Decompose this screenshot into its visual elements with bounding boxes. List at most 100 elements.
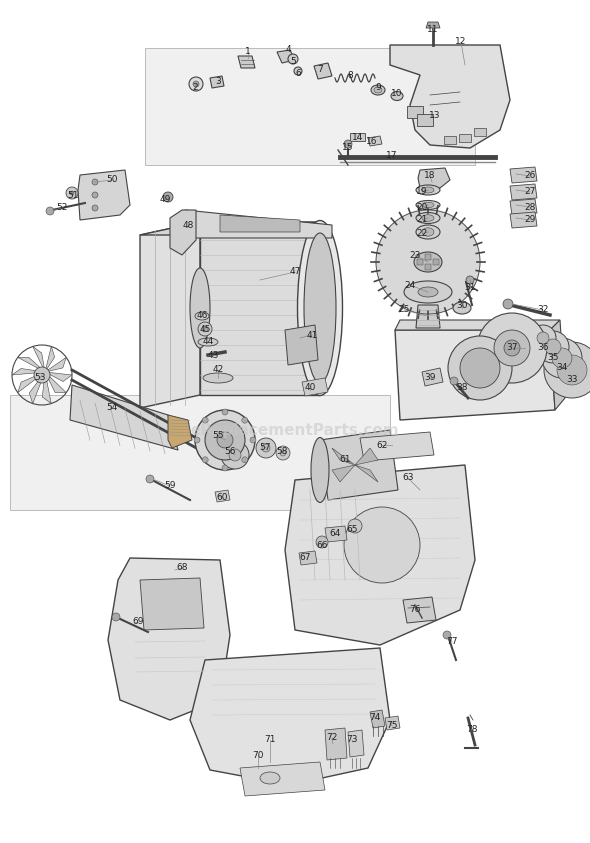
Polygon shape — [370, 710, 385, 728]
Polygon shape — [355, 448, 378, 465]
Ellipse shape — [203, 373, 233, 383]
Polygon shape — [302, 378, 328, 396]
Polygon shape — [170, 210, 196, 255]
Text: 33: 33 — [566, 375, 578, 384]
Polygon shape — [395, 330, 555, 420]
Polygon shape — [285, 465, 475, 645]
Polygon shape — [395, 320, 560, 330]
Circle shape — [466, 276, 474, 284]
Circle shape — [256, 438, 276, 458]
Text: 21: 21 — [417, 216, 428, 224]
Text: 54: 54 — [106, 404, 117, 412]
Text: 32: 32 — [537, 305, 549, 314]
Circle shape — [92, 205, 98, 211]
Text: 43: 43 — [207, 351, 219, 359]
Polygon shape — [277, 50, 295, 63]
Text: 19: 19 — [417, 187, 428, 196]
Polygon shape — [10, 395, 390, 510]
Text: 37: 37 — [506, 343, 518, 352]
Polygon shape — [45, 372, 72, 382]
Circle shape — [146, 475, 154, 483]
Polygon shape — [18, 357, 45, 372]
Polygon shape — [30, 372, 45, 404]
Polygon shape — [355, 465, 378, 482]
Ellipse shape — [414, 252, 442, 272]
Polygon shape — [433, 259, 439, 265]
Text: 41: 41 — [306, 330, 317, 340]
Circle shape — [66, 187, 78, 199]
Circle shape — [504, 340, 520, 356]
Text: 58: 58 — [276, 448, 288, 457]
Text: 14: 14 — [352, 133, 363, 142]
Polygon shape — [418, 168, 450, 188]
Ellipse shape — [304, 233, 336, 383]
Polygon shape — [70, 385, 178, 450]
Text: 46: 46 — [196, 312, 208, 320]
Polygon shape — [407, 106, 423, 118]
Text: 78: 78 — [466, 726, 478, 734]
Polygon shape — [325, 728, 347, 760]
Polygon shape — [385, 716, 400, 730]
Text: 34: 34 — [556, 363, 568, 373]
Polygon shape — [285, 325, 318, 365]
Text: 60: 60 — [217, 493, 228, 502]
Ellipse shape — [190, 268, 210, 348]
Circle shape — [112, 613, 120, 621]
Polygon shape — [140, 222, 320, 235]
Text: 6: 6 — [295, 69, 301, 78]
Text: 3: 3 — [215, 78, 221, 87]
Circle shape — [194, 437, 200, 443]
Text: 76: 76 — [409, 605, 421, 615]
Text: 27: 27 — [525, 187, 536, 196]
Text: 40: 40 — [304, 384, 316, 393]
Text: 18: 18 — [424, 171, 436, 180]
Polygon shape — [42, 372, 51, 404]
Ellipse shape — [453, 302, 471, 314]
Text: 52: 52 — [56, 203, 68, 212]
Text: 1: 1 — [245, 47, 251, 56]
Polygon shape — [425, 254, 431, 260]
Circle shape — [46, 207, 54, 215]
Text: 30: 30 — [456, 300, 468, 309]
Circle shape — [288, 54, 298, 64]
Text: 17: 17 — [386, 151, 398, 159]
Text: 50: 50 — [106, 175, 118, 185]
Circle shape — [189, 77, 203, 91]
Circle shape — [250, 437, 256, 443]
Text: 70: 70 — [253, 750, 264, 760]
Text: 69: 69 — [132, 618, 144, 626]
Circle shape — [163, 192, 173, 202]
Ellipse shape — [416, 185, 440, 195]
Text: 4: 4 — [285, 46, 291, 55]
Ellipse shape — [404, 281, 452, 303]
Text: 66: 66 — [316, 540, 328, 550]
Text: 10: 10 — [391, 89, 403, 99]
Circle shape — [344, 507, 420, 583]
Polygon shape — [210, 76, 224, 88]
Text: 20: 20 — [417, 202, 428, 212]
Circle shape — [348, 519, 362, 533]
Ellipse shape — [416, 212, 440, 223]
Polygon shape — [422, 368, 443, 386]
Text: 11: 11 — [427, 25, 439, 35]
Text: 23: 23 — [409, 250, 421, 260]
Circle shape — [242, 417, 248, 423]
Text: 67: 67 — [299, 554, 311, 562]
Circle shape — [294, 67, 302, 75]
Polygon shape — [425, 264, 431, 270]
Polygon shape — [510, 184, 537, 200]
Text: 42: 42 — [212, 366, 224, 374]
Circle shape — [262, 444, 270, 452]
Text: 63: 63 — [402, 474, 414, 482]
Polygon shape — [417, 259, 423, 265]
Circle shape — [222, 409, 228, 415]
Polygon shape — [215, 490, 230, 502]
Polygon shape — [240, 762, 325, 796]
Text: 13: 13 — [430, 110, 441, 120]
Ellipse shape — [418, 287, 438, 297]
Text: 35: 35 — [548, 352, 559, 362]
Polygon shape — [368, 136, 382, 146]
Circle shape — [544, 342, 590, 398]
Polygon shape — [416, 305, 440, 328]
Polygon shape — [510, 167, 537, 183]
